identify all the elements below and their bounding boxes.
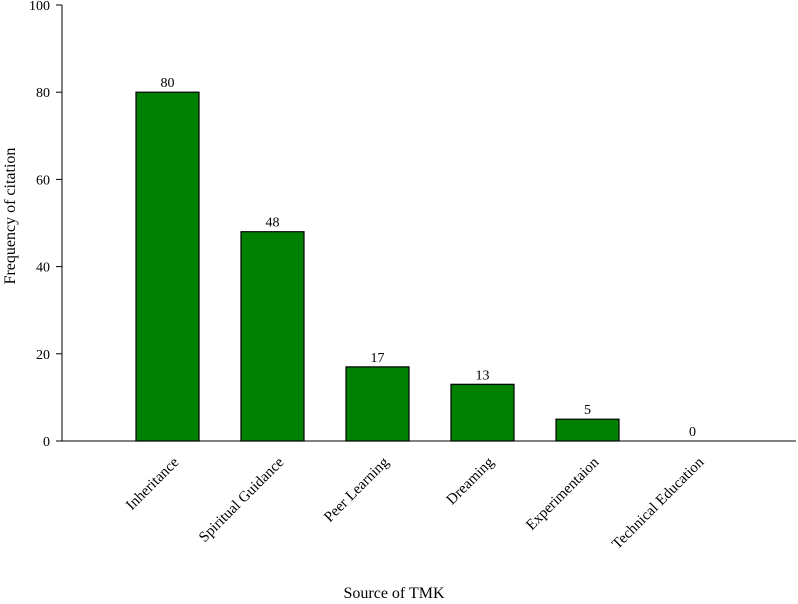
x-tick-labels: Inheritance Spiritual Guidance Peer Learni… xyxy=(123,454,707,552)
y-axis-title: Frequency of citation xyxy=(2,148,19,285)
x-tick-label: Spiritual Guidance xyxy=(196,454,287,545)
data-label: 5 xyxy=(584,403,591,418)
y-tick-label: 20 xyxy=(36,348,50,363)
data-labels-group: 80 48 17 13 5 0 xyxy=(161,76,697,440)
x-tick-label: Technical Education xyxy=(609,454,707,552)
x-tick-label: Experimentaion xyxy=(523,454,602,533)
bar xyxy=(450,383,515,442)
data-label: 80 xyxy=(161,76,175,91)
y-tick-label: 60 xyxy=(36,173,50,188)
bar xyxy=(240,231,305,442)
data-label: 17 xyxy=(371,351,385,366)
y-tick-label: 80 xyxy=(36,86,50,101)
bar xyxy=(135,91,200,442)
bar xyxy=(345,366,410,442)
data-label: 0 xyxy=(689,425,696,440)
y-tick-label: 40 xyxy=(36,261,50,276)
x-axis-title: Source of TMK xyxy=(343,585,444,602)
data-label: 48 xyxy=(266,216,280,231)
y-axis: 0 20 40 60 80 100 xyxy=(29,0,63,450)
x-tick-label: Dreaming xyxy=(444,454,498,508)
bar xyxy=(555,418,620,442)
x-tick-label: Peer Learning xyxy=(321,454,392,525)
y-tick-label: 100 xyxy=(29,0,50,14)
bars-group xyxy=(135,91,620,442)
data-label: 13 xyxy=(476,368,490,383)
x-tick-label: Inheritance xyxy=(123,454,182,513)
y-tick-label: 0 xyxy=(43,435,50,450)
